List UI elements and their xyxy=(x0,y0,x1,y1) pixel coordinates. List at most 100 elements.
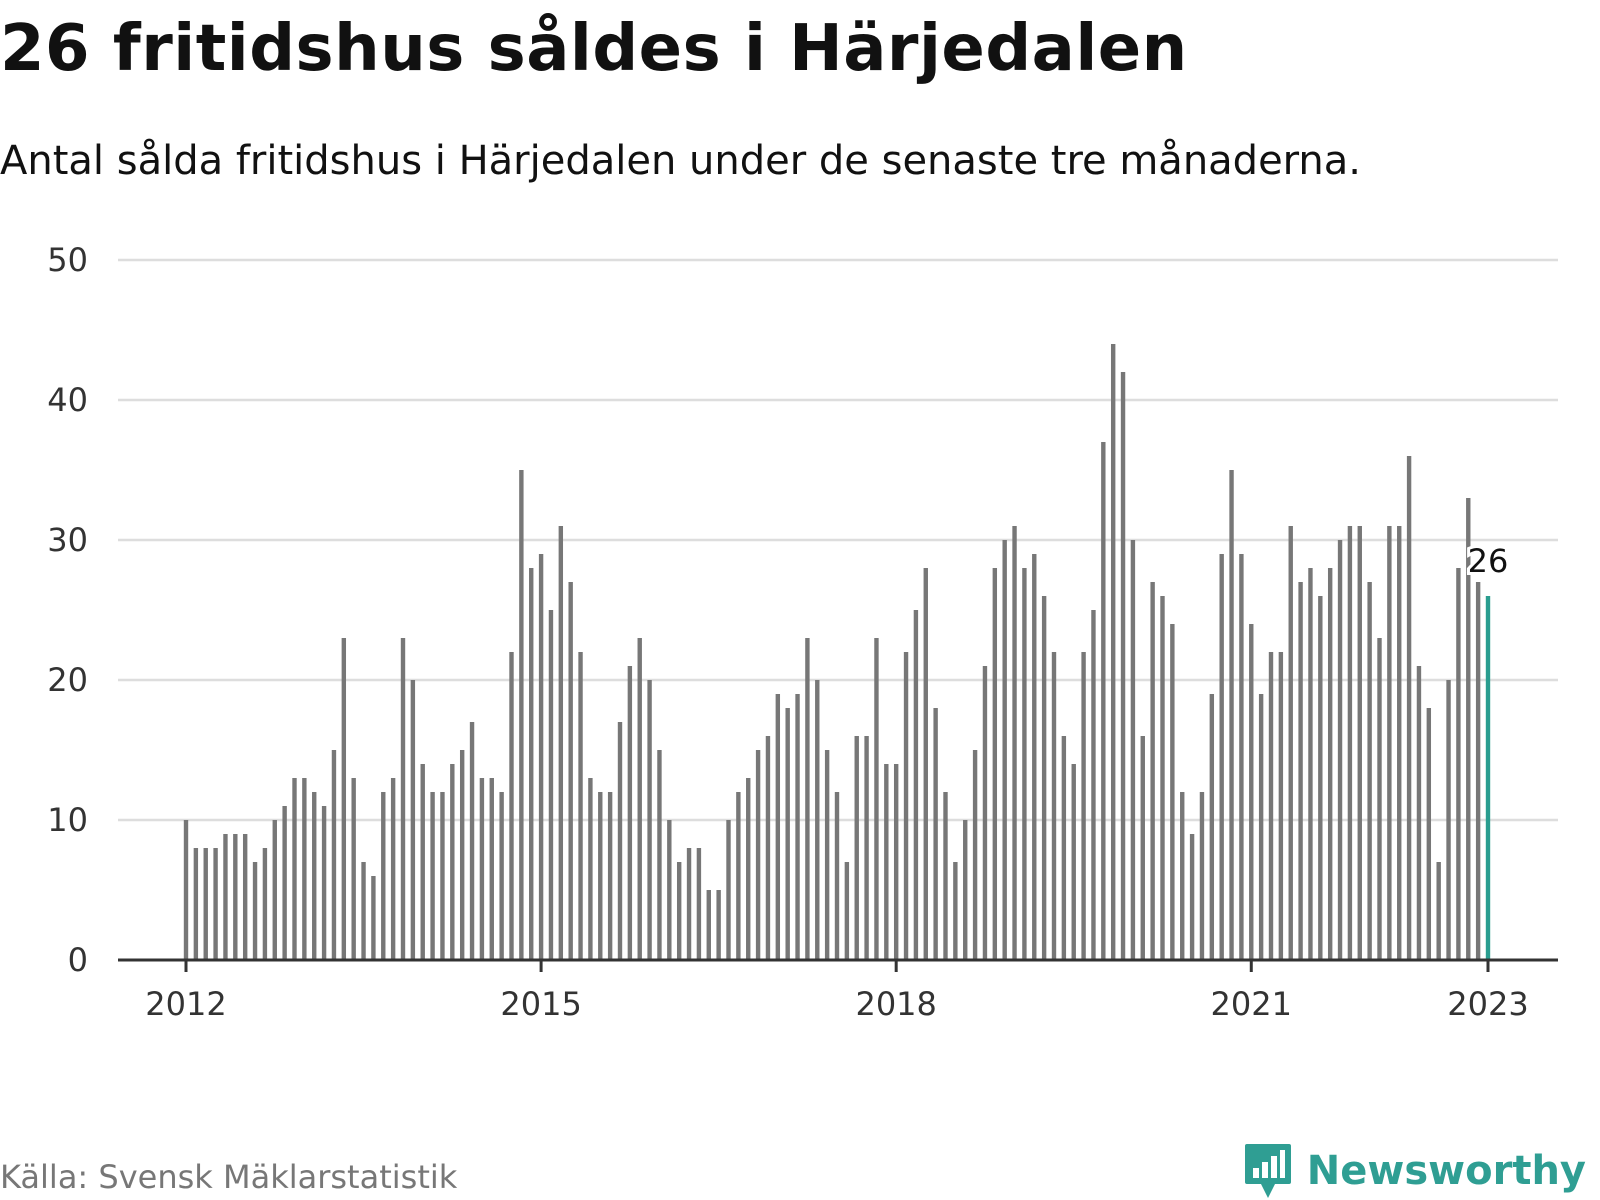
source-note: Källa: Svensk Mäklarstatistik xyxy=(0,1158,458,1196)
bar xyxy=(755,750,761,960)
bar xyxy=(1406,456,1412,960)
chart-title: 26 fritidshus såldes i Härjedalen xyxy=(0,12,1188,86)
bar-highlight xyxy=(1485,596,1491,960)
bar xyxy=(696,848,702,960)
bar xyxy=(588,778,593,960)
bar xyxy=(617,722,623,960)
newsworthy-logo-icon xyxy=(1244,1144,1291,1198)
bar xyxy=(292,778,297,960)
bar xyxy=(667,820,672,960)
y-tick-label-0: 0 xyxy=(68,941,88,979)
bar xyxy=(1160,596,1165,960)
bar xyxy=(1051,652,1057,960)
bar xyxy=(933,708,938,960)
bar xyxy=(479,778,485,960)
bar xyxy=(913,610,919,960)
bar xyxy=(302,778,307,960)
bar xyxy=(361,862,366,960)
bar xyxy=(1288,526,1293,960)
bar xyxy=(1002,540,1007,960)
brand-logo[interactable]: Newsworthy xyxy=(1243,1142,1586,1200)
bar xyxy=(726,820,731,960)
bar xyxy=(1041,596,1047,960)
bar xyxy=(548,610,554,960)
bar xyxy=(242,834,248,960)
bar xyxy=(1337,540,1343,960)
bar xyxy=(272,820,277,960)
bar xyxy=(1150,582,1155,960)
bar xyxy=(1209,694,1215,960)
last-value-label: 26 xyxy=(1468,542,1509,580)
bar xyxy=(450,764,455,960)
bar xyxy=(1101,442,1106,960)
bar xyxy=(489,778,494,960)
bar xyxy=(1012,526,1017,960)
bar xyxy=(568,582,573,960)
bar xyxy=(893,764,899,960)
bar xyxy=(1367,582,1372,960)
bar xyxy=(884,764,889,960)
bar xyxy=(282,806,287,960)
bar xyxy=(736,792,741,960)
bar xyxy=(1387,526,1392,960)
bar xyxy=(1071,764,1076,960)
bar xyxy=(321,806,327,960)
bar xyxy=(1180,792,1185,960)
bar xyxy=(1032,554,1037,960)
bar xyxy=(371,876,376,960)
bar xyxy=(1189,834,1195,960)
bar xyxy=(341,638,347,960)
bar xyxy=(1219,554,1224,960)
y-axis-labels: 0 10 20 30 40 50 xyxy=(47,241,88,979)
bar xyxy=(193,848,199,960)
bar xyxy=(420,764,425,960)
x-tick-label-2023: 2023 xyxy=(1447,985,1528,1023)
bar xyxy=(963,820,968,960)
bar xyxy=(390,778,396,960)
bar xyxy=(1061,736,1067,960)
brand-name: Newsworthy xyxy=(1306,1148,1586,1194)
bar xyxy=(351,778,356,960)
y-tick-label-20: 20 xyxy=(47,661,88,699)
bar xyxy=(381,792,386,960)
bar xyxy=(1091,610,1096,960)
bar xyxy=(746,778,751,960)
bar xyxy=(785,708,790,960)
bar xyxy=(607,792,613,960)
bar xyxy=(1466,498,1471,960)
y-tick-label-10: 10 xyxy=(47,801,88,839)
bar xyxy=(1130,540,1136,960)
x-tick-label-2012: 2012 xyxy=(145,985,226,1023)
bar xyxy=(1426,708,1432,960)
bar xyxy=(864,736,869,960)
bar xyxy=(509,652,514,960)
bar xyxy=(923,568,928,960)
bar xyxy=(992,568,998,960)
bar xyxy=(183,820,189,960)
bar xyxy=(657,750,662,960)
bar xyxy=(795,694,800,960)
bar xyxy=(706,890,711,960)
bar xyxy=(874,638,879,960)
bar xyxy=(1397,526,1402,960)
bar xyxy=(647,680,652,960)
bar xyxy=(1327,568,1333,960)
bar xyxy=(1308,568,1313,960)
x-tick-label-2021: 2021 xyxy=(1211,985,1292,1023)
bar xyxy=(815,680,820,960)
bar xyxy=(676,862,682,960)
bar xyxy=(1229,470,1234,960)
bar xyxy=(765,736,771,960)
bar xyxy=(824,750,830,960)
y-tick-label-30: 30 xyxy=(47,521,88,559)
bar xyxy=(529,568,534,960)
bar xyxy=(686,848,692,960)
bar xyxy=(1249,624,1254,960)
bar xyxy=(538,554,544,960)
bar xyxy=(943,792,948,960)
bar xyxy=(499,792,504,960)
bar xyxy=(578,652,583,960)
bar xyxy=(982,666,988,960)
bar xyxy=(1199,792,1205,960)
bar xyxy=(1377,638,1382,960)
